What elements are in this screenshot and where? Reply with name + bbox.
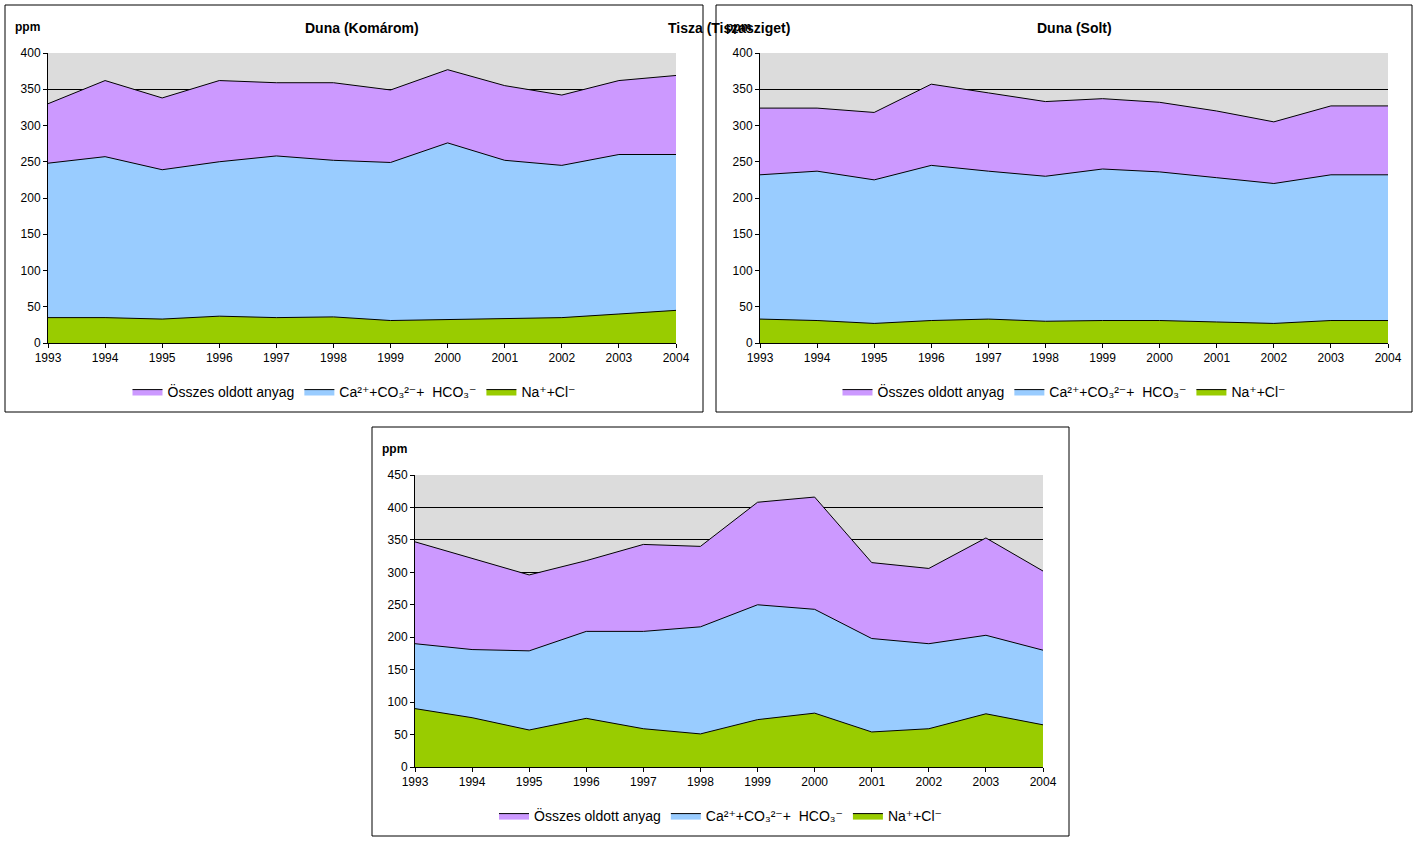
svg-text:250: 250 [733, 155, 753, 169]
svg-text:2001: 2001 [858, 775, 885, 789]
svg-text:350: 350 [733, 82, 753, 96]
svg-text:2004: 2004 [1375, 351, 1402, 365]
svg-text:1998: 1998 [687, 775, 714, 789]
svg-text:1998: 1998 [320, 351, 347, 365]
svg-text:400: 400 [733, 46, 753, 60]
svg-text:2001: 2001 [1203, 351, 1230, 365]
svg-text:2000: 2000 [434, 351, 461, 365]
svg-text:ppm: ppm [382, 442, 407, 456]
svg-text:Na⁺+Cl⁻: Na⁺+Cl⁻ [521, 384, 575, 400]
svg-text:1998: 1998 [1032, 351, 1059, 365]
svg-text:2000: 2000 [1146, 351, 1173, 365]
svg-text:Na⁺+Cl⁻: Na⁺+Cl⁻ [888, 808, 942, 824]
svg-text:100: 100 [21, 264, 41, 278]
svg-text:Ca²⁺+CO₃²⁻+ HCO₃⁻: Ca²⁺+CO₃²⁻+ HCO₃⁻ [1049, 384, 1186, 400]
svg-text:2002: 2002 [1260, 351, 1287, 365]
svg-text:Összes oldott anyag: Összes oldott anyag [878, 383, 1005, 400]
svg-text:2002: 2002 [548, 351, 575, 365]
svg-text:ppm: ppm [726, 20, 751, 34]
svg-text:0: 0 [34, 336, 41, 350]
svg-text:100: 100 [388, 695, 408, 709]
svg-text:Na⁺+Cl⁻: Na⁺+Cl⁻ [1231, 384, 1285, 400]
svg-text:150: 150 [388, 663, 408, 677]
svg-text:450: 450 [388, 468, 408, 482]
svg-text:1994: 1994 [92, 351, 119, 365]
svg-text:Duna (Solt): Duna (Solt) [1037, 20, 1112, 36]
svg-text:2002: 2002 [915, 775, 942, 789]
svg-text:0: 0 [401, 760, 408, 774]
svg-text:Tisza (Tiszasziget): Tisza (Tiszasziget) [668, 20, 790, 36]
svg-text:Ca²⁺+CO₃²⁻+ HCO₃⁻: Ca²⁺+CO₃²⁻+ HCO₃⁻ [339, 384, 476, 400]
svg-text:1994: 1994 [459, 775, 486, 789]
svg-text:1996: 1996 [206, 351, 233, 365]
svg-text:Duna (Komárom): Duna (Komárom) [305, 20, 419, 36]
svg-text:150: 150 [21, 227, 41, 241]
svg-text:1995: 1995 [149, 351, 176, 365]
svg-text:100: 100 [733, 264, 753, 278]
svg-text:1993: 1993 [402, 775, 429, 789]
svg-text:ppm: ppm [15, 20, 40, 34]
svg-text:350: 350 [21, 82, 41, 96]
svg-text:50: 50 [394, 728, 408, 742]
svg-text:2001: 2001 [491, 351, 518, 365]
svg-text:400: 400 [388, 501, 408, 515]
svg-text:1999: 1999 [1089, 351, 1116, 365]
svg-text:1996: 1996 [573, 775, 600, 789]
svg-text:1997: 1997 [263, 351, 290, 365]
svg-text:1994: 1994 [804, 351, 831, 365]
svg-text:250: 250 [388, 598, 408, 612]
svg-text:1993: 1993 [747, 351, 774, 365]
svg-text:2000: 2000 [801, 775, 828, 789]
svg-text:Összes oldott anyag: Összes oldott anyag [168, 383, 295, 400]
svg-text:2003: 2003 [606, 351, 633, 365]
svg-text:400: 400 [21, 46, 41, 60]
svg-text:2003: 2003 [1318, 351, 1345, 365]
svg-text:1996: 1996 [918, 351, 945, 365]
svg-text:2004: 2004 [1030, 775, 1057, 789]
svg-text:2003: 2003 [973, 775, 1000, 789]
svg-text:1993: 1993 [35, 351, 62, 365]
svg-text:1995: 1995 [516, 775, 543, 789]
svg-text:150: 150 [733, 227, 753, 241]
svg-text:0: 0 [746, 336, 753, 350]
svg-text:250: 250 [21, 155, 41, 169]
svg-text:200: 200 [388, 630, 408, 644]
svg-text:300: 300 [388, 566, 408, 580]
svg-text:1997: 1997 [630, 775, 657, 789]
svg-text:Összes oldott anyag: Összes oldott anyag [534, 807, 661, 824]
svg-text:200: 200 [733, 191, 753, 205]
svg-text:50: 50 [27, 300, 41, 314]
svg-text:1999: 1999 [744, 775, 771, 789]
svg-text:1995: 1995 [861, 351, 888, 365]
svg-text:Ca²⁺+CO₃²⁻+ HCO₃⁻: Ca²⁺+CO₃²⁻+ HCO₃⁻ [706, 808, 843, 824]
svg-text:300: 300 [733, 119, 753, 133]
svg-text:2004: 2004 [663, 351, 690, 365]
svg-text:1997: 1997 [975, 351, 1002, 365]
svg-text:300: 300 [21, 119, 41, 133]
svg-text:200: 200 [21, 191, 41, 205]
svg-text:1999: 1999 [377, 351, 404, 365]
svg-text:350: 350 [388, 533, 408, 547]
svg-text:50: 50 [739, 300, 753, 314]
